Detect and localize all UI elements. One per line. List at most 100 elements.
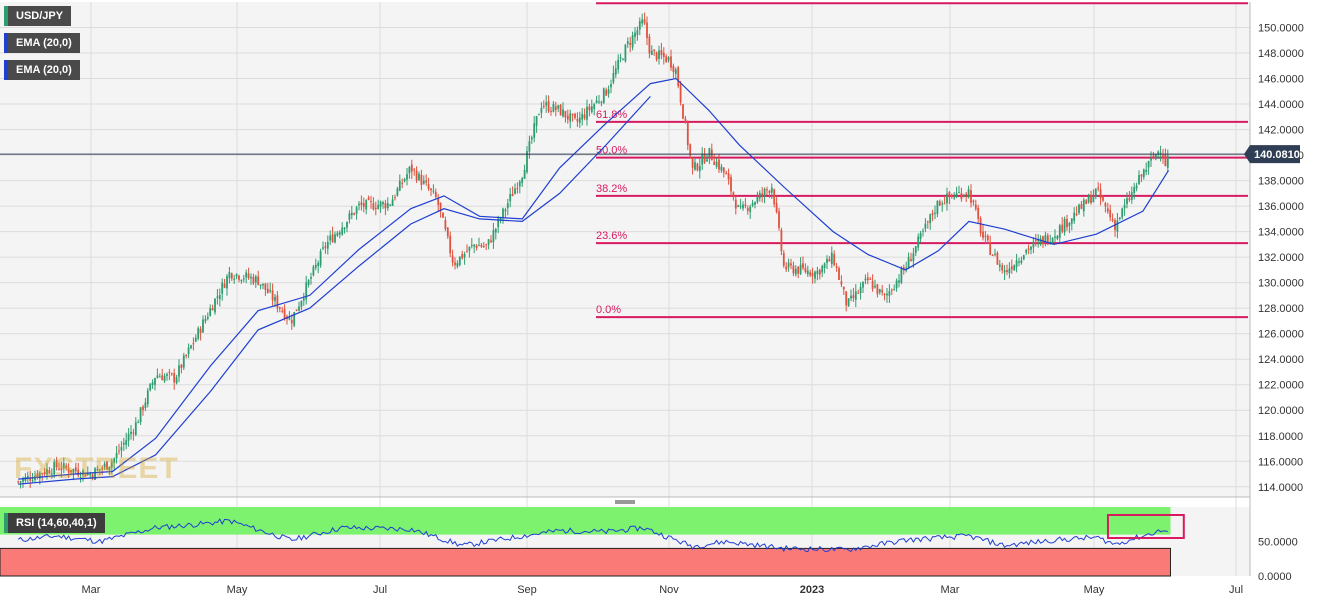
- candle-body: [305, 282, 308, 300]
- candle-body: [720, 166, 723, 171]
- candle-body: [154, 378, 156, 385]
- candle-body: [67, 468, 70, 473]
- candle-body: [312, 266, 315, 276]
- candle-body: [137, 422, 140, 424]
- candle-body: [1003, 270, 1006, 273]
- candle-body: [610, 84, 612, 88]
- candle-body: [1058, 225, 1061, 238]
- candle-body: [936, 200, 939, 214]
- ema-fast-line: [18, 77, 1170, 480]
- candle-body: [1044, 235, 1047, 243]
- overlays: 140.0810 FXSTREET: [0, 145, 1300, 539]
- candle-body: [797, 266, 800, 274]
- candle-body: [1166, 155, 1169, 168]
- candle-body: [1034, 239, 1037, 241]
- rsi-text: RSI (14,60,40,1): [16, 517, 97, 529]
- price-panel-background: [0, 2, 1250, 497]
- ema-label-2[interactable]: EMA (20,0): [4, 60, 80, 80]
- candle-body: [372, 203, 375, 210]
- candle-body: [761, 193, 764, 195]
- candle-body: [516, 188, 519, 190]
- candle-body: [187, 347, 190, 355]
- price-tick-label: 134.0000: [1258, 227, 1304, 239]
- candle-body: [310, 277, 312, 279]
- candle-body: [89, 473, 92, 476]
- candle-body: [468, 246, 471, 251]
- candle-body: [984, 235, 987, 237]
- candle-body: [792, 265, 795, 274]
- candle-body: [1154, 154, 1157, 160]
- rsi-overbought-zone: [0, 507, 1171, 535]
- candle-body: [161, 375, 164, 381]
- candle-body: [1087, 195, 1090, 203]
- candle-body: [269, 289, 272, 292]
- candle-body: [1080, 204, 1083, 209]
- candle-body: [214, 298, 216, 313]
- candle-body: [886, 293, 888, 296]
- candle-body: [646, 22, 648, 39]
- candle-body: [1006, 270, 1008, 272]
- candle-body: [91, 474, 94, 479]
- candle-body: [874, 285, 876, 288]
- candle-body: [497, 218, 500, 228]
- candle-body: [1025, 249, 1028, 253]
- price-tick-label: 128.0000: [1258, 303, 1304, 315]
- candle-body: [586, 106, 588, 120]
- candle-body: [1162, 155, 1164, 157]
- candle-body: [398, 180, 401, 191]
- candle-body: [470, 245, 473, 247]
- candle-body: [228, 272, 231, 279]
- price-tick-label: 116.0000: [1258, 456, 1303, 468]
- candle-body: [463, 253, 466, 258]
- candle-body: [540, 107, 543, 113]
- candle-body: [262, 283, 264, 286]
- candle-body: [494, 228, 497, 233]
- candle-body: [84, 472, 87, 477]
- candle-body: [197, 328, 200, 339]
- candle-body: [857, 292, 860, 294]
- candle-body: [890, 289, 893, 291]
- ema-label-1[interactable]: EMA (20,0): [4, 33, 80, 53]
- candle-body: [1135, 185, 1138, 189]
- candle-body: [252, 276, 255, 284]
- candle-body: [1054, 236, 1056, 238]
- candle-body: [1130, 192, 1133, 200]
- candle-body: [499, 218, 502, 221]
- candle-body: [869, 278, 872, 280]
- candle-body: [473, 244, 476, 247]
- candle-body: [341, 227, 344, 235]
- candle-body: [245, 272, 248, 278]
- candle-body: [634, 32, 636, 37]
- candle-body: [58, 468, 60, 470]
- candle-body: [818, 269, 821, 275]
- candle-body: [859, 286, 862, 293]
- candle-body: [850, 295, 852, 299]
- candle-body: [713, 161, 716, 165]
- candle-body: [974, 204, 977, 209]
- candle-body: [821, 266, 824, 273]
- candle-body: [622, 59, 624, 61]
- candle-body: [595, 100, 598, 104]
- candle-body: [410, 164, 413, 172]
- candle-body: [480, 244, 483, 247]
- candle-body: [1018, 261, 1020, 263]
- candle-body: [1121, 208, 1124, 218]
- symbol-label[interactable]: USD/JPY: [4, 6, 72, 26]
- candle-body: [1164, 154, 1167, 166]
- candle-body: [578, 117, 581, 123]
- candle-body: [346, 221, 348, 228]
- candle-body: [204, 318, 207, 322]
- candle-body: [967, 189, 970, 198]
- candle-body: [29, 478, 32, 481]
- candle-body: [758, 192, 761, 199]
- rsi-label[interactable]: RSI (14,60,40,1): [4, 513, 105, 533]
- candle-body: [379, 201, 382, 207]
- candle-body: [962, 195, 965, 197]
- candle-body: [809, 272, 812, 276]
- price-tick-label: 142.0000: [1258, 125, 1304, 137]
- candle-body: [504, 209, 507, 212]
- candle-body: [811, 273, 814, 277]
- candle-body: [996, 252, 999, 265]
- candle-body: [523, 169, 526, 179]
- candle-body: [350, 212, 353, 216]
